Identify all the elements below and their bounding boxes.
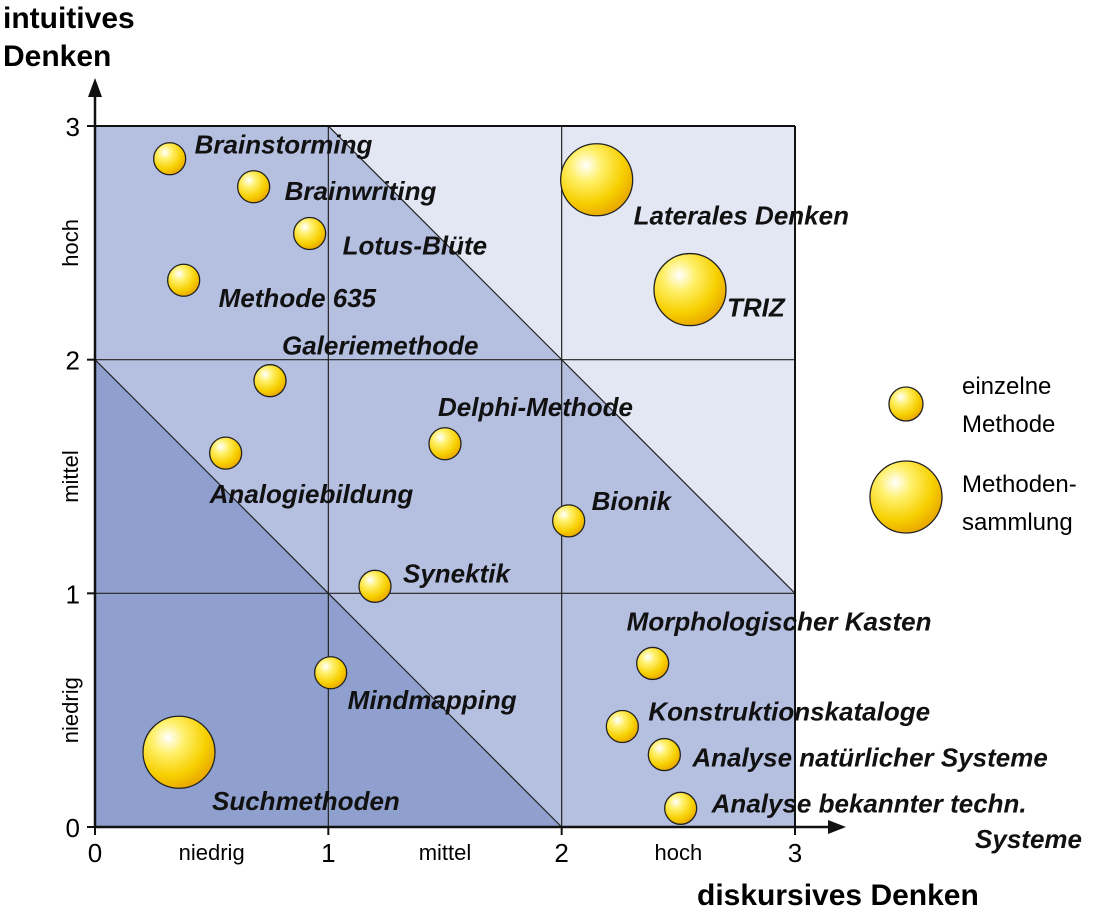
x-tick-label: 1 bbox=[321, 838, 335, 868]
bubble-single bbox=[605, 709, 639, 744]
y-category-label: mittel bbox=[58, 450, 83, 503]
x-tick-label: 0 bbox=[88, 838, 102, 868]
point-label: Analyse natürlicher Systeme bbox=[691, 743, 1047, 773]
x-category-label: niedrig bbox=[179, 840, 245, 865]
bubble-single bbox=[293, 216, 327, 251]
point-label: Synektik bbox=[403, 558, 511, 588]
bubble-single bbox=[552, 504, 586, 538]
point-label: Konstruktionskataloge bbox=[648, 697, 930, 727]
point-label: Analyse bekannter techn. bbox=[711, 788, 1027, 818]
point-label: Delphi-Methode bbox=[438, 392, 633, 422]
point-label: Galeriemethode bbox=[282, 331, 479, 361]
x-tick-label: 2 bbox=[554, 838, 568, 868]
y-tick-label: 2 bbox=[66, 346, 80, 376]
y-category-label: niedrig bbox=[58, 677, 83, 743]
y-tick-label: 3 bbox=[66, 112, 80, 142]
y-tick-label: 0 bbox=[66, 813, 80, 843]
bubble-single bbox=[253, 364, 287, 398]
bubble-single bbox=[358, 569, 392, 603]
bubble-single bbox=[209, 436, 243, 470]
point-label: Lotus-Blüte bbox=[343, 230, 487, 260]
point-label: Brainwriting bbox=[285, 176, 437, 206]
point-label: Brainstorming bbox=[195, 130, 373, 160]
x-tick-label: 3 bbox=[788, 838, 802, 868]
bubble-single bbox=[167, 263, 201, 297]
diagonal-low bbox=[94, 359, 563, 828]
point-label: Bionik bbox=[592, 486, 673, 516]
bubble-collection bbox=[560, 143, 634, 217]
y-axis-title: intuitives bbox=[3, 2, 135, 35]
point-label: Laterales Denken bbox=[634, 201, 849, 231]
bubble-single bbox=[237, 170, 271, 204]
legend-label: einzelne bbox=[962, 373, 1051, 400]
diagonal-high bbox=[327, 125, 796, 594]
bubble-single bbox=[636, 646, 670, 681]
x-category-label: hoch bbox=[654, 840, 702, 865]
x-axis-title: diskursives Denken bbox=[697, 879, 979, 912]
point-label: Methode 635 bbox=[219, 283, 377, 313]
point-label: Suchmethoden bbox=[212, 786, 400, 816]
point-label: TRIZ bbox=[727, 293, 786, 323]
y-tick-label: 1 bbox=[66, 579, 80, 609]
y-axis-title: Denken bbox=[3, 40, 111, 73]
point-label: Analogiebildung bbox=[209, 479, 414, 509]
bubble-single bbox=[428, 427, 462, 461]
legend-bubble-single bbox=[888, 386, 924, 422]
point-label: Morphologischer Kasten bbox=[627, 606, 932, 636]
y-category-label: hoch bbox=[58, 219, 83, 267]
x-category-label: mittel bbox=[419, 840, 472, 865]
point-label: Mindmapping bbox=[348, 685, 517, 715]
legend-bubble-collection bbox=[869, 460, 943, 534]
bubble-single bbox=[664, 791, 698, 825]
point-label: Systeme bbox=[975, 824, 1082, 854]
bubble-single bbox=[314, 656, 348, 690]
y-axis-arrow bbox=[88, 78, 102, 97]
region-mid-corner bbox=[561, 593, 795, 827]
x-axis-arrow bbox=[828, 820, 846, 834]
bubble-single bbox=[153, 142, 187, 176]
legend-label: Methoden- bbox=[962, 471, 1077, 498]
legend-label: sammlung bbox=[962, 509, 1073, 536]
bubble-single bbox=[647, 737, 681, 772]
bubble-collection bbox=[142, 715, 216, 789]
bubble-collection bbox=[653, 252, 727, 327]
legend-label: Methode bbox=[962, 411, 1055, 438]
